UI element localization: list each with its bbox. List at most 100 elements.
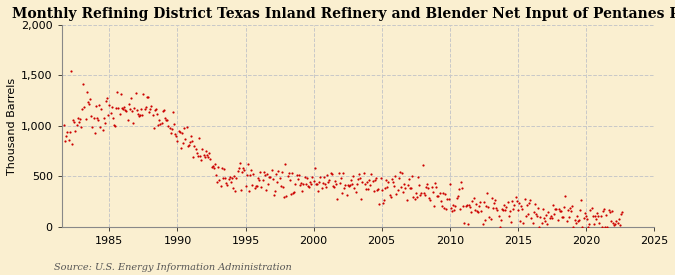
Point [101,99,111,103]
Point [482,190,493,195]
Point [486,196,497,200]
Point [172,138,183,143]
Point [474,204,485,208]
Point [209,166,219,171]
Point [495,218,506,222]
Point [202,152,213,157]
Point [212,180,223,184]
Point [396,184,406,189]
Point [170,132,181,137]
Point [354,172,364,177]
Point [64,130,75,134]
Point [265,175,276,180]
Point [266,168,277,172]
Point [273,169,284,173]
Point [69,120,80,125]
Point [259,173,270,177]
Point [113,106,124,110]
Point [102,96,113,100]
Point [96,107,107,111]
Point [72,116,83,120]
Point [418,191,429,195]
Point [119,105,130,109]
Point [234,166,244,170]
Point [543,210,554,215]
Point [604,209,615,214]
Point [209,161,220,166]
Point [369,178,380,183]
Point [215,184,226,188]
Point [78,81,88,86]
Point [325,171,336,176]
Point [269,193,279,197]
Point [178,141,188,145]
Point [240,184,251,188]
Point [161,118,171,122]
Point [149,108,160,112]
Point [382,185,393,189]
Point [408,195,418,200]
Point [562,208,573,212]
Point [373,187,383,191]
Point [384,193,395,197]
Point [447,209,458,213]
Point [516,204,526,209]
Point [304,185,315,189]
Point [582,216,593,221]
Point [437,204,448,209]
Point [415,192,426,197]
Point [584,222,595,226]
Point [104,103,115,108]
Point [307,175,318,179]
Point [319,175,329,179]
Point [296,181,306,185]
Point [417,162,428,167]
Point [87,125,98,129]
Point [504,214,514,218]
Point [556,209,566,213]
Point [358,171,369,175]
Point [92,118,103,122]
Point [351,182,362,187]
Point [550,207,561,211]
Point [522,212,533,216]
Point [526,215,537,220]
Point [585,208,596,213]
Point [195,154,206,158]
Point [432,194,443,198]
Point [504,209,515,213]
Point [171,134,182,139]
Point [109,123,119,127]
Point [190,146,201,151]
Point [367,179,378,183]
Point [557,214,568,219]
Point [252,175,263,180]
Point [427,190,438,194]
Point [362,187,373,191]
Point [65,69,76,74]
Point [92,116,103,120]
Point [71,123,82,127]
Point [426,185,437,189]
Point [469,208,480,212]
Point [80,117,91,122]
Point [454,187,464,191]
Point [115,92,126,97]
Point [419,192,430,197]
Point [554,207,564,211]
Point [316,186,327,191]
Point [140,104,151,109]
Point [532,214,543,219]
Point [103,113,113,117]
Point [535,215,546,219]
Point [429,181,440,186]
Point [213,165,223,170]
Point [608,221,618,225]
Point [165,131,176,136]
Point [155,122,166,127]
Point [144,110,155,114]
Point [356,197,367,201]
Point [88,116,99,120]
Point [545,213,556,218]
Point [130,91,141,96]
